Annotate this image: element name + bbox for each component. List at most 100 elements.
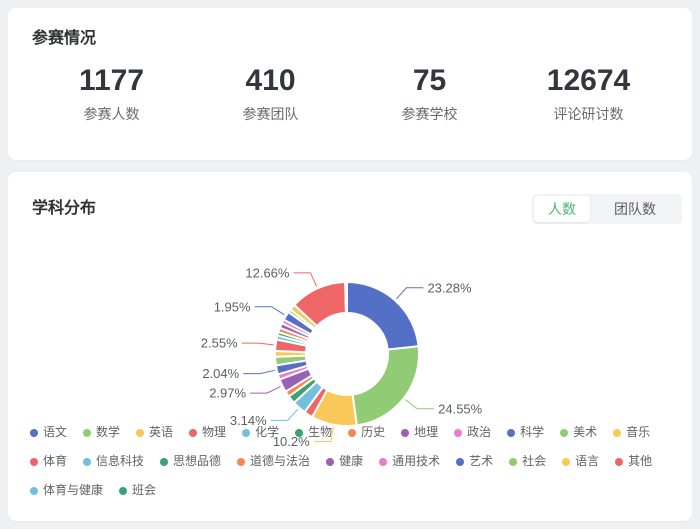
- legend-dot-语文: [30, 428, 38, 437]
- stat-participants-value: 1177: [78, 64, 145, 97]
- legend-label-健康: 健康: [339, 454, 364, 468]
- pie-slice-班会[interactable]: [345, 280, 348, 315]
- pie-label-化学: 3.14%: [230, 413, 267, 428]
- pie-label-line-其他: [293, 272, 318, 287]
- legend-item-通用技术[interactable]: 通用技术: [379, 453, 440, 470]
- legend-label-其他: 其他: [628, 454, 653, 468]
- legend-label-思想品德: 思想品德: [173, 454, 222, 468]
- legend-item-地理[interactable]: 地理: [401, 424, 438, 441]
- legend-item-信息科技[interactable]: 信息科技: [83, 453, 144, 470]
- legend: 语文 数学 英语 物理 化学 生物 历史 地理 政治 科学 美术 音乐体育 信息科技 思想品德 道德与法治 健…: [8, 424, 692, 499]
- pie-slice-语文[interactable]: [346, 280, 420, 351]
- pie-label-line-艺术: [254, 306, 285, 316]
- legend-label-班会: 班会: [132, 483, 157, 497]
- legend-dot-科学: [507, 428, 516, 437]
- legend-dot-健康: [326, 457, 335, 466]
- legend-dot-道德与法治: [237, 457, 246, 466]
- legend-label-政治: 政治: [467, 425, 492, 439]
- stat-teams: 410 参赛团队: [191, 64, 350, 122]
- toggle-teams-button[interactable]: 团队数: [590, 196, 680, 222]
- legend-label-社会: 社会: [522, 454, 547, 468]
- pie-label-艺术: 1.95%: [214, 299, 251, 314]
- legend-item-体育与健康[interactable]: 体育与健康: [30, 482, 103, 499]
- legend-label-英语: 英语: [149, 425, 174, 439]
- pie-label-体育: 2.55%: [201, 336, 238, 351]
- legend-item-物理[interactable]: 物理: [189, 424, 226, 441]
- legend-dot-社会: [509, 457, 518, 466]
- participation-stats: 1177 参赛人数 410 参赛团队 75 参赛学校 12674 评论研讨数: [32, 64, 668, 122]
- pie-label-地理: 2.97%: [209, 386, 246, 401]
- legend-dot-音乐: [613, 428, 622, 437]
- legend-item-政治[interactable]: 政治: [454, 424, 491, 441]
- legend-label-数学: 数学: [96, 425, 121, 439]
- stat-comments: 12674 评论研讨数: [509, 64, 668, 122]
- legend-item-道德与法治[interactable]: 道德与法治: [237, 453, 310, 470]
- legend-label-历史: 历史: [361, 425, 386, 439]
- legend-dot-班会: [119, 486, 128, 495]
- legend-label-信息科技: 信息科技: [96, 454, 145, 468]
- legend-item-历史[interactable]: 历史: [348, 424, 385, 441]
- legend-item-英语[interactable]: 英语: [136, 424, 173, 441]
- legend-item-数学[interactable]: 数学: [83, 424, 120, 441]
- stat-participants: 1177 参赛人数: [32, 64, 191, 122]
- legend-item-音乐[interactable]: 音乐: [613, 424, 650, 441]
- legend-item-艺术[interactable]: 艺术: [456, 453, 493, 470]
- legend-label-地理: 地理: [414, 425, 439, 439]
- pie-label-数学: 24.55%: [438, 401, 483, 416]
- legend-dot-其他: [615, 457, 624, 466]
- legend-item-其他[interactable]: 其他: [615, 453, 652, 470]
- participation-title: 参赛情况: [32, 30, 97, 47]
- legend-dot-思想品德: [160, 457, 169, 466]
- pie-label-line-化学: [270, 408, 299, 421]
- legend-label-化学: 化学: [255, 425, 280, 439]
- legend-label-美术: 美术: [573, 425, 598, 439]
- legend-label-科学: 科学: [520, 425, 545, 439]
- participation-card: 参赛情况 1177 参赛人数 410 参赛团队 75 参赛学校 12674 评论…: [8, 8, 692, 160]
- legend-item-语文[interactable]: 语文: [30, 424, 67, 441]
- stat-participants-label: 参赛人数: [83, 106, 140, 122]
- legend-dot-生物: [295, 428, 304, 437]
- pie-label-line-科学: [243, 369, 275, 375]
- stat-schools-label: 参赛学校: [401, 106, 458, 122]
- legend-item-班会[interactable]: 班会: [119, 482, 156, 499]
- legend-dot-信息科技: [83, 457, 92, 466]
- legend-item-科学[interactable]: 科学: [507, 424, 544, 441]
- legend-dot-物理: [189, 428, 198, 437]
- subjects-card: 学科分布 人数 团队数 语文 数学 英语 物理 化学 生物 历史 地理 政治 科学 美术 音乐体育 信息…: [8, 172, 692, 521]
- pie-label-line-英语: [313, 426, 334, 442]
- legend-label-通用技术: 通用技术: [392, 454, 441, 468]
- legend-label-体育: 体育: [43, 454, 68, 468]
- legend-dot-英语: [136, 428, 145, 437]
- pie-slice-数学[interactable]: [351, 345, 420, 427]
- legend-dot-美术: [560, 428, 569, 437]
- legend-item-美术[interactable]: 美术: [560, 424, 597, 441]
- legend-label-物理: 物理: [202, 425, 227, 439]
- pie-label-科学: 2.04%: [202, 366, 239, 381]
- legend-item-思想品德[interactable]: 思想品德: [160, 453, 221, 470]
- legend-dot-体育与健康: [30, 486, 38, 495]
- legend-item-生物[interactable]: 生物: [295, 424, 332, 441]
- subjects-title: 学科分布: [32, 200, 97, 217]
- legend-dot-数学: [83, 428, 92, 437]
- pie-label-英语: 10.2%: [273, 434, 310, 449]
- legend-dot-化学: [242, 428, 251, 437]
- subjects-header: 学科分布 人数 团队数: [8, 172, 692, 224]
- legend-item-健康[interactable]: 健康: [326, 453, 363, 470]
- legend-item-语言[interactable]: 语言: [562, 453, 599, 470]
- legend-item-社会[interactable]: 社会: [509, 453, 546, 470]
- legend-label-艺术: 艺术: [469, 454, 494, 468]
- toggle-people-button[interactable]: 人数: [534, 196, 590, 222]
- pie-label-line-地理: [250, 386, 281, 394]
- legend-label-道德与法治: 道德与法治: [250, 454, 311, 468]
- legend-dot-地理: [401, 428, 410, 437]
- stat-teams-label: 参赛团队: [242, 106, 299, 122]
- legend-item-体育[interactable]: 体育: [30, 453, 67, 470]
- metric-toggle: 人数 团队数: [532, 194, 682, 224]
- pie-label-line-体育: [241, 342, 274, 346]
- legend-item-化学[interactable]: 化学: [242, 424, 279, 441]
- stat-schools-value: 75: [412, 64, 447, 97]
- donut-chart-svg[interactable]: 23.28% 24.55% 10.2% 3.14% 2.97% 2.04% 2.55% 1.9…: [8, 172, 692, 521]
- legend-dot-政治: [454, 428, 463, 437]
- legend-dot-历史: [348, 428, 357, 437]
